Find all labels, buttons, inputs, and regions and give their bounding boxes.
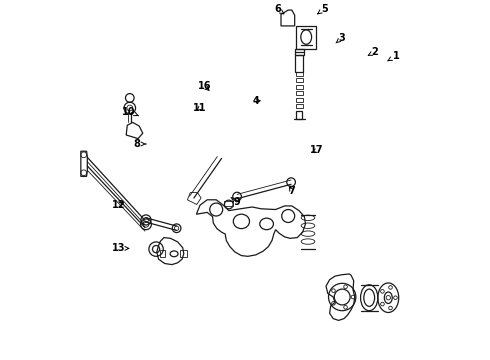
Text: 7: 7 (289, 186, 295, 196)
Text: 1: 1 (388, 51, 399, 61)
Text: 6: 6 (274, 4, 284, 14)
Text: 9: 9 (231, 197, 241, 207)
Text: 12: 12 (112, 200, 125, 210)
Text: 5: 5 (318, 4, 328, 14)
Text: 4: 4 (252, 96, 260, 106)
Text: 10: 10 (122, 107, 139, 117)
Text: 3: 3 (336, 33, 345, 43)
Text: 16: 16 (198, 81, 211, 91)
Text: 13: 13 (112, 243, 129, 253)
Text: 11: 11 (193, 103, 207, 113)
Text: 2: 2 (368, 47, 378, 57)
Text: 17: 17 (310, 145, 323, 156)
Text: 8: 8 (134, 139, 146, 149)
